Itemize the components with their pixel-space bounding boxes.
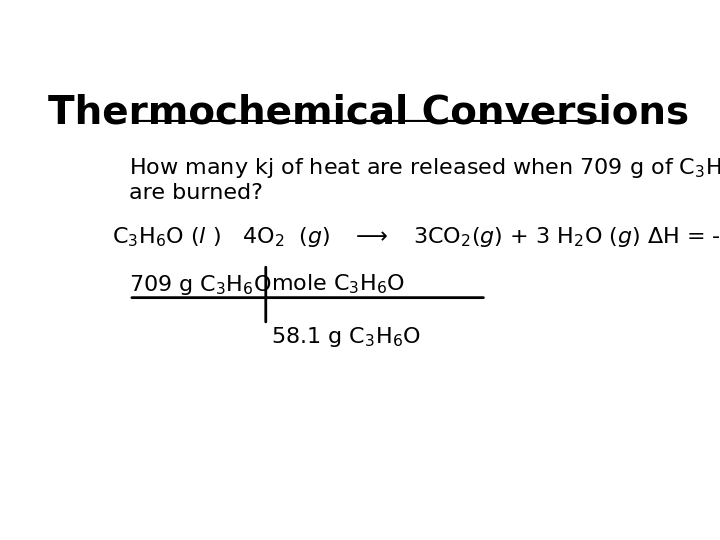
Text: 58.1 g C$_{3}$H$_{6}$O: 58.1 g C$_{3}$H$_{6}$O [271, 325, 421, 349]
Text: C$_{3}$H$_{6}$O ($\it{l}$ )   4O$_{2}$  ($\it{g}$)   $\longrightarrow$   3CO$_{2: C$_{3}$H$_{6}$O ($\it{l}$ ) 4O$_{2}$ ($\… [112, 225, 720, 249]
Text: Thermochemical Conversions: Thermochemical Conversions [48, 94, 690, 132]
Text: mole C$_{3}$H$_{6}$O: mole C$_{3}$H$_{6}$O [271, 273, 405, 296]
Text: are burned?: are burned? [129, 183, 263, 203]
Text: How many kj of heat are released when 709 g of C$_{3}$H$_{6}$O: How many kj of heat are released when 70… [129, 156, 720, 180]
Text: 709 g C$_{3}$H$_{6}$O: 709 g C$_{3}$H$_{6}$O [129, 273, 271, 296]
